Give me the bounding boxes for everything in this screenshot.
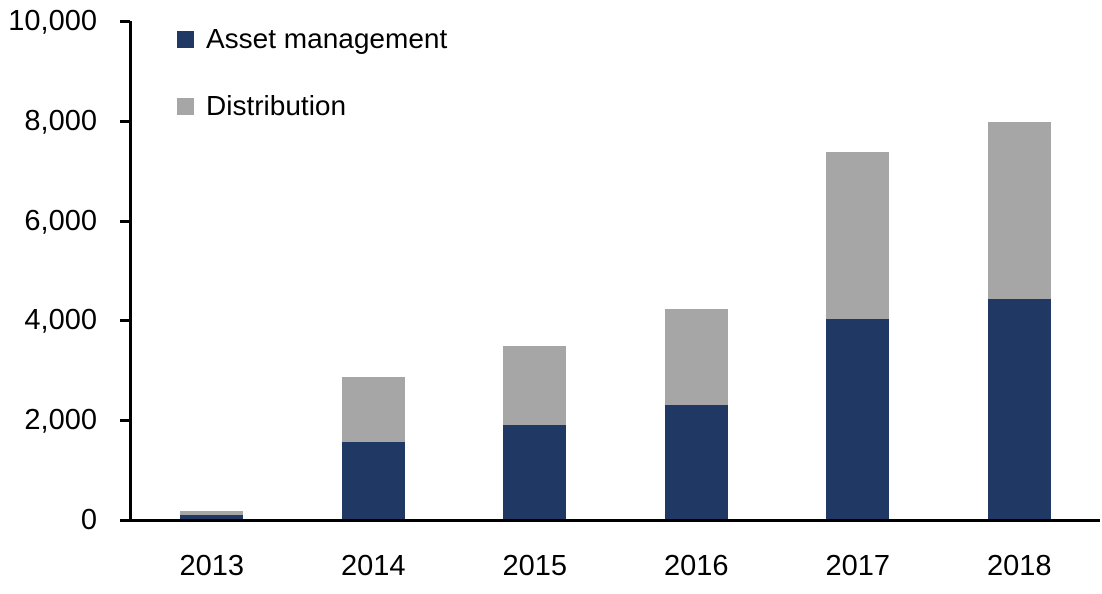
y-axis-tick-mark bbox=[120, 419, 130, 423]
bar-2018 bbox=[986, 120, 1052, 520]
x-axis-label-2014: 2014 bbox=[340, 550, 406, 582]
y-axis-tick-label-0: 0 bbox=[80, 504, 97, 536]
y-axis-tick-label-6000: 6,000 bbox=[24, 204, 97, 237]
bar-2015 bbox=[502, 345, 568, 520]
y-axis-tick-mark bbox=[120, 119, 130, 123]
legend-swatch-asset-management-icon bbox=[177, 30, 194, 48]
legend: Asset management Distribution bbox=[177, 22, 447, 156]
bar-2017 bbox=[825, 151, 891, 520]
bar-segment-2015-distribution bbox=[503, 346, 567, 426]
x-axis-label-2015: 2015 bbox=[502, 550, 567, 582]
bar-segment-2014-asset-management bbox=[341, 442, 405, 519]
y-axis-tick-label-10000: 10,000 bbox=[8, 5, 97, 37]
x-axis-label-2018: 2018 bbox=[986, 550, 1052, 582]
bar-segment-2018-distribution bbox=[987, 121, 1051, 300]
bar-2016 bbox=[663, 307, 729, 520]
legend-label-distribution: Distribution bbox=[206, 90, 347, 121]
legend-item-asset-management: Asset management bbox=[177, 22, 447, 56]
y-axis-tick-mark bbox=[120, 219, 130, 223]
bar-segment-2017-distribution bbox=[826, 152, 890, 319]
x-axis-label-2017: 2017 bbox=[825, 550, 890, 582]
y-axis-line bbox=[129, 21, 132, 522]
bar-2014 bbox=[340, 376, 406, 520]
bar-segment-2015-asset-management bbox=[503, 425, 567, 519]
y-axis-tick-label-8000: 8,000 bbox=[24, 104, 97, 137]
bar-segment-2014-distribution bbox=[341, 377, 405, 443]
x-axis-line bbox=[129, 519, 1100, 522]
x-axis-label-2013: 2013 bbox=[179, 550, 244, 582]
bar-segment-2013-distribution bbox=[180, 511, 244, 515]
y-axis-tick-label-2000: 2,000 bbox=[24, 404, 97, 437]
legend-item-distribution: Distribution bbox=[177, 89, 447, 123]
bar-segment-2018-asset-management bbox=[987, 299, 1051, 519]
y-axis-tick-mark bbox=[120, 20, 130, 23]
bar-segment-2013-asset-management bbox=[180, 515, 244, 519]
x-axis-label-2016: 2016 bbox=[663, 550, 729, 582]
bar-segment-2017-asset-management bbox=[826, 318, 890, 519]
legend-label-asset-management: Asset management bbox=[206, 23, 448, 54]
y-axis-tick-mark bbox=[120, 519, 130, 522]
legend-swatch-distribution-icon bbox=[177, 97, 194, 115]
y-axis-tick-label-4000: 4,000 bbox=[24, 304, 97, 337]
bar-segment-2016-asset-management bbox=[664, 404, 728, 519]
bar-segment-2016-distribution bbox=[664, 308, 728, 405]
y-axis-tick-mark bbox=[120, 319, 130, 323]
